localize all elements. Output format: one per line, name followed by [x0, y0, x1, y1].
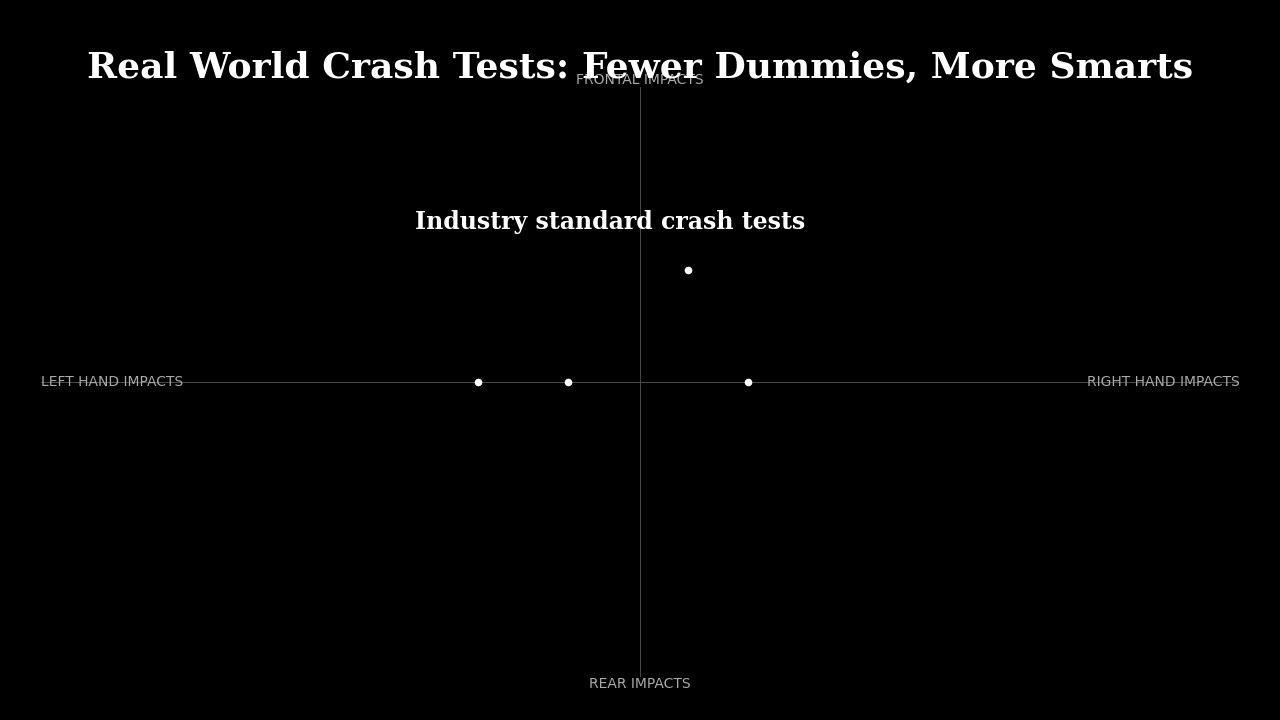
Text: RIGHT HAND IMPACTS: RIGHT HAND IMPACTS [1087, 374, 1239, 389]
Text: REAR IMPACTS: REAR IMPACTS [589, 677, 691, 690]
Text: FRONTAL IMPACTS: FRONTAL IMPACTS [576, 73, 704, 86]
Text: LEFT HAND IMPACTS: LEFT HAND IMPACTS [41, 374, 183, 389]
Point [558, 376, 579, 387]
Point [677, 264, 698, 275]
Text: Industry standard crash tests: Industry standard crash tests [415, 210, 805, 234]
Point [468, 376, 489, 387]
Text: Real World Crash Tests: Fewer Dummies, More Smarts: Real World Crash Tests: Fewer Dummies, M… [87, 50, 1193, 84]
Point [737, 376, 758, 387]
